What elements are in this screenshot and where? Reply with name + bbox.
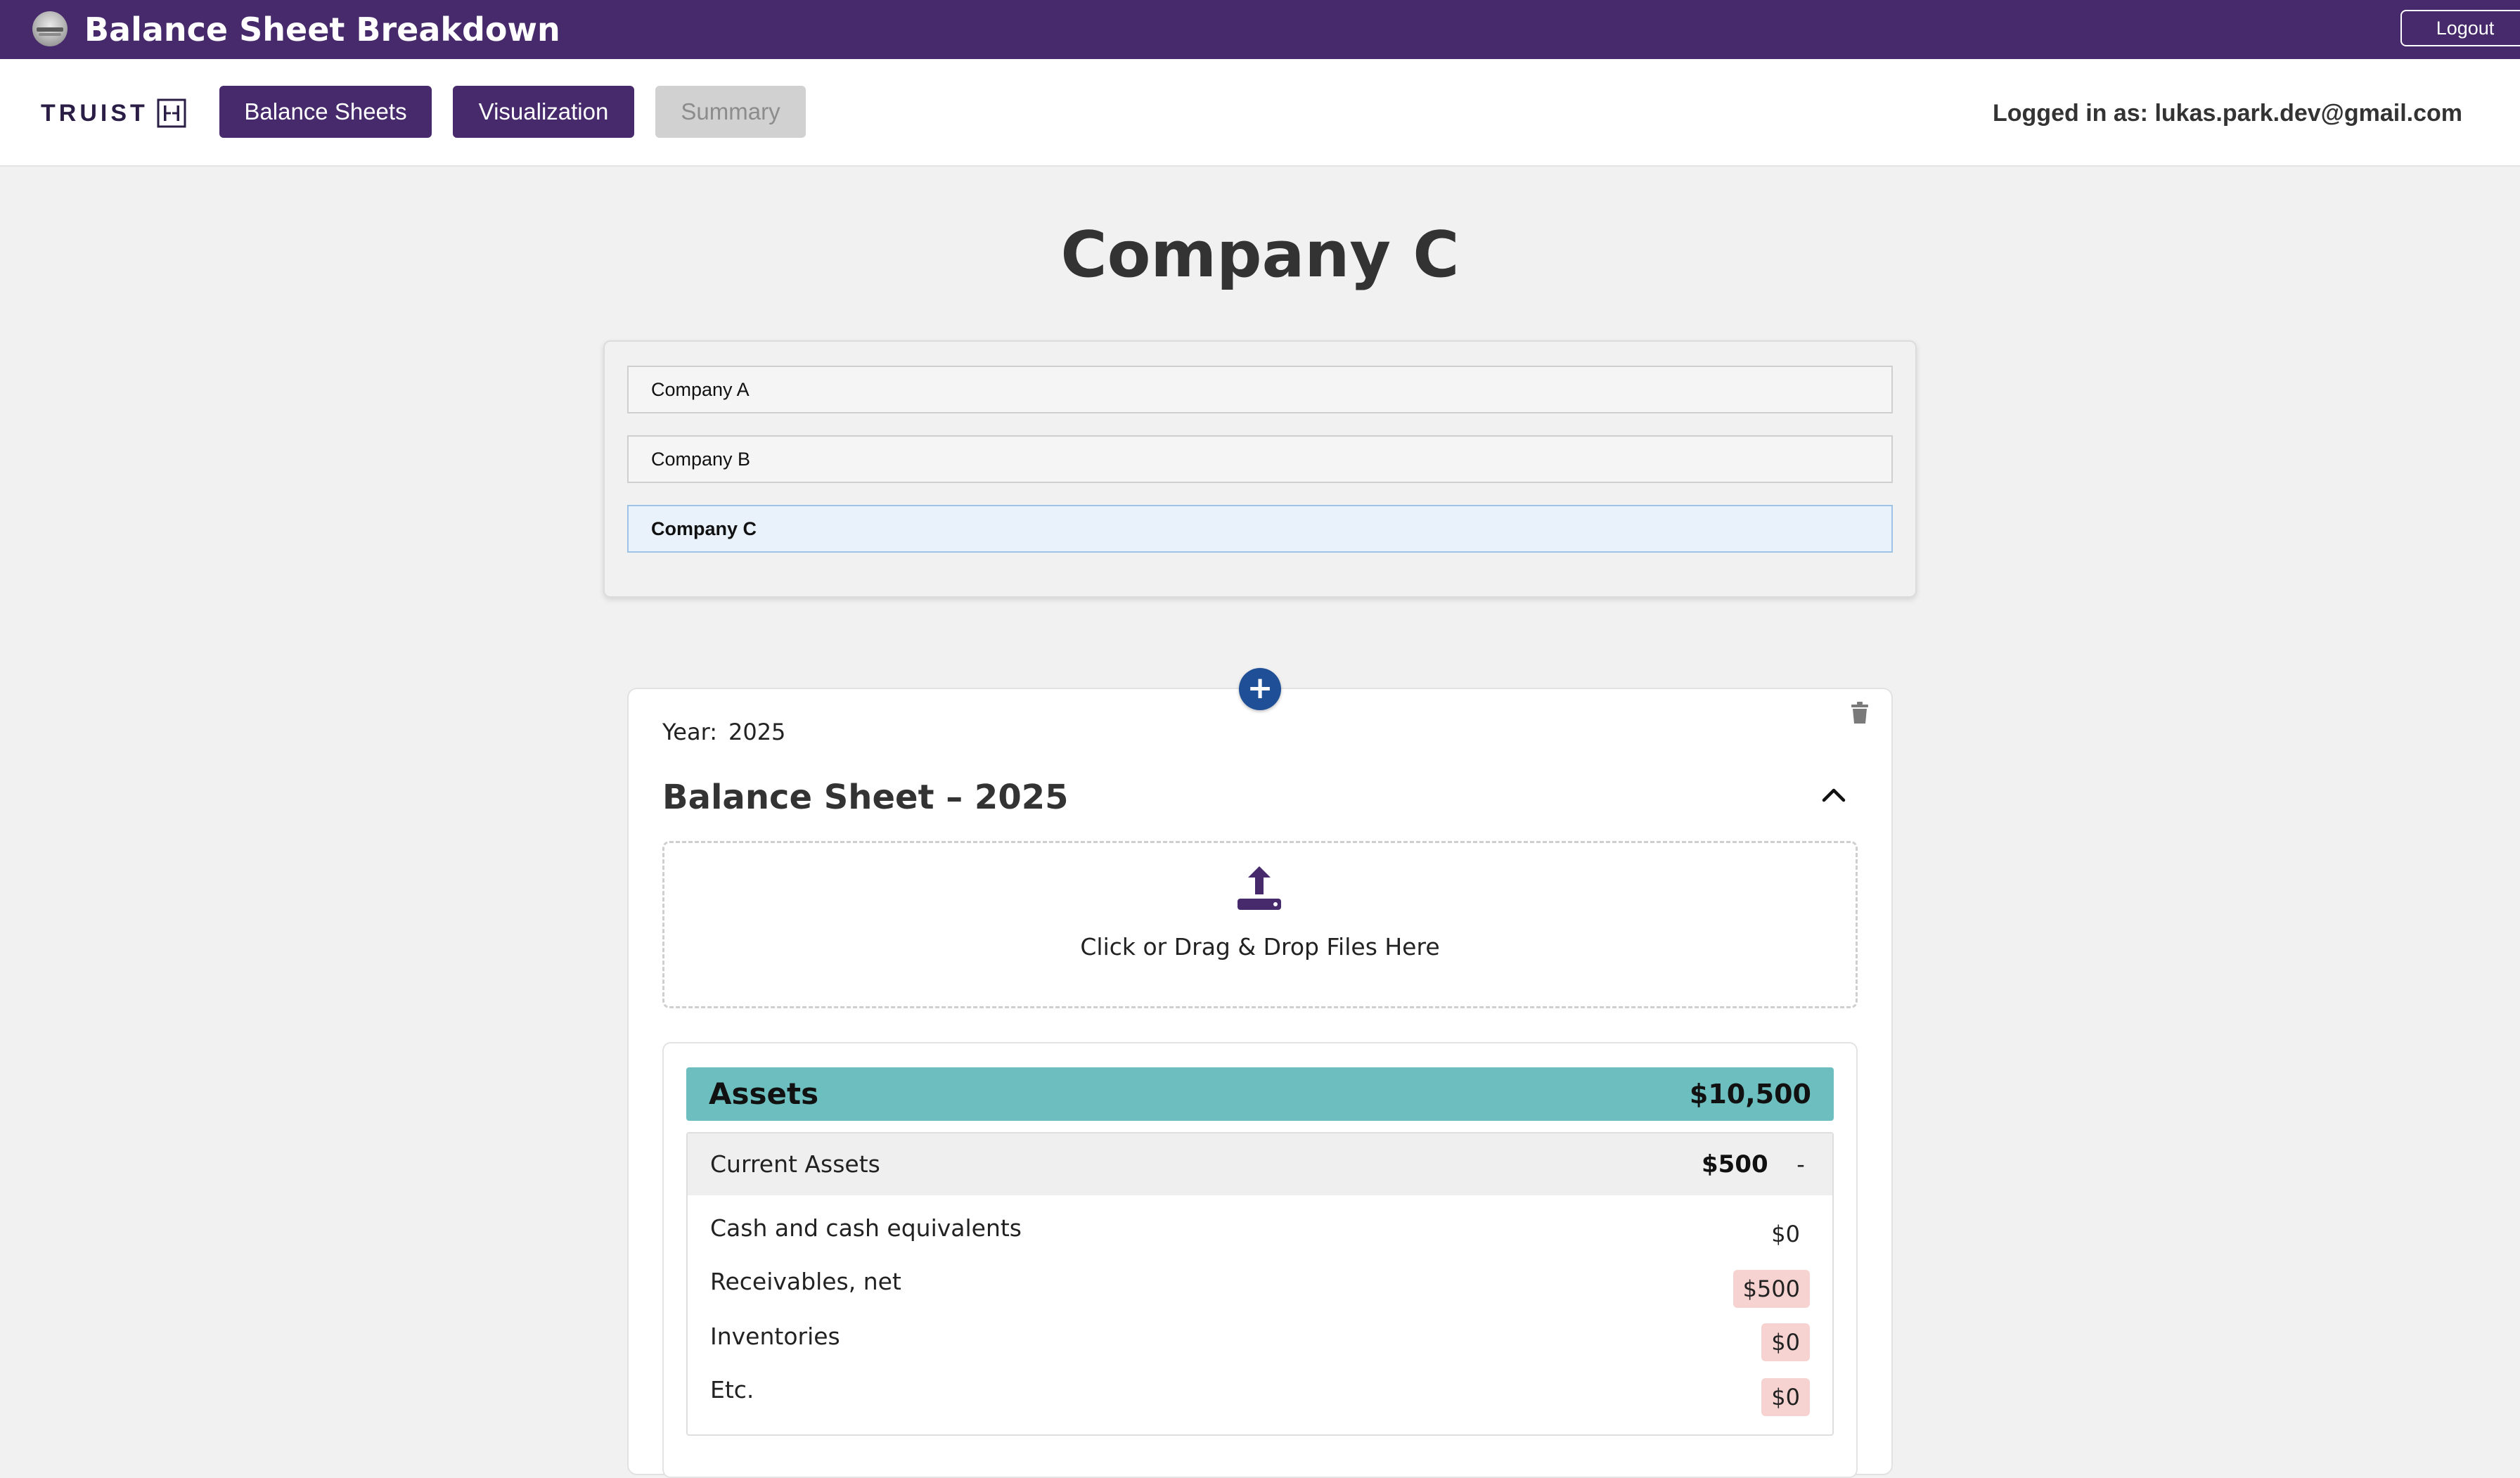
year-label: Year:	[662, 719, 717, 745]
nav-balance-sheets-button[interactable]: Balance Sheets	[219, 86, 432, 138]
line-item-value-receivables[interactable]: $500	[1732, 1270, 1810, 1308]
line-item-value-inventories[interactable]: $0	[1761, 1323, 1810, 1361]
brand-text: TRUIST	[41, 99, 148, 127]
nav-summary-button[interactable]: Summary	[655, 86, 806, 138]
year-field[interactable]: Year: 2025	[662, 714, 785, 750]
trash-icon[interactable]	[1851, 702, 1869, 724]
nav-bar: TRUIST Balance Sheets Visualization Summ…	[0, 59, 2520, 167]
line-item-value-etc[interactable]: $0	[1761, 1378, 1810, 1416]
current-assets-header[interactable]: Current Assets $500 -	[688, 1133, 1832, 1195]
line-item-label: Inventories	[710, 1323, 840, 1350]
file-dropzone[interactable]	[662, 841, 1858, 1008]
page-title: Company C	[1060, 218, 1460, 292]
line-item-label: Cash and cash equivalents	[710, 1214, 1022, 1242]
company-list: Company A Company B Company C	[603, 340, 1917, 598]
nav-visualization-button[interactable]: Visualization	[453, 86, 634, 138]
company-list-item-a[interactable]: Company A	[627, 366, 1893, 413]
app-title: Balance Sheet Breakdown	[84, 11, 560, 49]
company-list-item-c[interactable]: Company C	[627, 505, 1893, 553]
line-item-value-cash[interactable]: $0	[1771, 1221, 1800, 1247]
logout-button[interactable]: Logout	[2400, 10, 2520, 46]
upload-icon	[1238, 866, 1281, 910]
app-logo-icon	[32, 11, 68, 46]
current-assets-total: $500	[1702, 1150, 1768, 1178]
current-assets-label: Current Assets	[710, 1150, 880, 1178]
year-value[interactable]: 2025	[728, 719, 786, 745]
truist-logo-icon	[157, 98, 186, 128]
assets-total: $10,500	[1689, 1079, 1811, 1110]
line-item-label: Etc.	[710, 1376, 754, 1403]
company-list-item-b[interactable]: Company B	[627, 435, 1893, 483]
assets-label: Assets	[709, 1077, 819, 1111]
current-assets-collapse-toggle[interactable]: -	[1796, 1151, 1805, 1178]
assets-header[interactable]: Assets $10,500	[686, 1067, 1834, 1121]
dropzone-text: Click or Drag & Drop Files Here	[1080, 933, 1440, 960]
logged-in-user: Logged in as: lukas.park.dev@gmail.com	[1993, 100, 2462, 127]
balance-sheet-title: Balance Sheet – 2025	[662, 778, 1069, 817]
add-balance-sheet-button[interactable]: +	[1239, 668, 1281, 710]
line-item-label: Receivables, net	[710, 1268, 901, 1295]
top-bar: Balance Sheet Breakdown Logout	[0, 0, 2520, 59]
chevron-up-icon[interactable]	[1820, 785, 1848, 804]
truist-brand[interactable]: TRUIST	[41, 96, 186, 131]
